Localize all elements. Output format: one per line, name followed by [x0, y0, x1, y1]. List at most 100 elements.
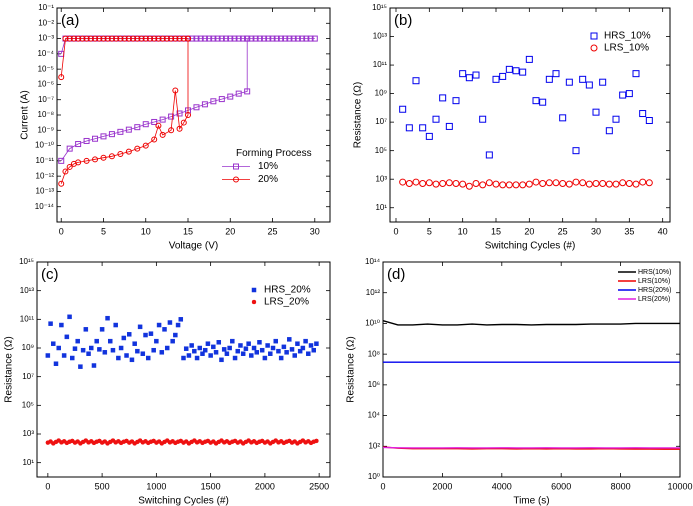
- data-point: [173, 332, 178, 338]
- data-point: [104, 35, 111, 42]
- data-point: [519, 68, 527, 76]
- data-point: [192, 348, 197, 354]
- y-tick-label: 10⁻¹⁴: [35, 202, 55, 211]
- legend-label: LRS(10%): [638, 278, 670, 285]
- y-tick-label: 10⁻¹³: [36, 187, 55, 196]
- data-point: [142, 142, 149, 149]
- data-point: [105, 315, 110, 321]
- data-point: [295, 341, 300, 346]
- data-point: [148, 331, 154, 336]
- data-point: [238, 343, 243, 348]
- legend-marker: [251, 299, 257, 305]
- data-point: [552, 179, 560, 187]
- data-point: [625, 179, 633, 187]
- series-line: [382, 446, 680, 449]
- y-tick-label: 10⁵: [22, 400, 34, 409]
- data-point: [585, 81, 593, 89]
- x-tick-label: 1500: [201, 481, 221, 491]
- y-tick-label: 10¹: [22, 458, 34, 467]
- legend-marker: [251, 287, 257, 293]
- data-point: [108, 338, 113, 344]
- data-point: [167, 320, 173, 325]
- data-point: [78, 364, 83, 369]
- data-point: [151, 347, 156, 353]
- y-tick-label: 10⁻⁸: [38, 110, 55, 119]
- data-point: [459, 70, 467, 78]
- y-tick-label: 10¹¹: [20, 314, 35, 323]
- x-tick-label: 500: [95, 481, 110, 491]
- data-point: [168, 35, 175, 42]
- y-tick-label: 10⁴: [368, 411, 381, 420]
- data-point: [86, 351, 91, 356]
- data-point: [201, 35, 208, 42]
- data-point: [235, 90, 242, 97]
- data-point: [59, 322, 64, 328]
- data-point: [210, 35, 217, 42]
- data-point: [100, 35, 107, 42]
- data-point: [135, 348, 140, 354]
- data-point: [168, 113, 175, 120]
- data-point: [185, 35, 192, 42]
- y-tick-label: 10⁻⁶: [38, 80, 54, 89]
- y-tick-label: 10³: [375, 174, 387, 183]
- x-tick-label: 30: [591, 226, 601, 236]
- data-point: [193, 104, 200, 111]
- x-tick-label: 20: [225, 226, 235, 236]
- data-point: [282, 35, 289, 42]
- legend-label: HRS_20%: [264, 285, 311, 296]
- data-point: [505, 65, 513, 73]
- y-tick-label: 10⁻⁴: [37, 49, 54, 58]
- data-point: [108, 131, 115, 138]
- data-point: [185, 112, 192, 118]
- data-point: [605, 180, 613, 188]
- data-point: [146, 35, 153, 42]
- x-tick-label: 2000: [255, 481, 275, 491]
- data-point: [75, 338, 80, 344]
- data-point: [465, 182, 473, 190]
- data-point: [66, 35, 73, 42]
- data-point: [113, 322, 118, 328]
- data-point: [432, 180, 440, 188]
- data-point: [268, 351, 273, 356]
- legend-label: HRS(10%): [638, 269, 671, 276]
- data-point: [100, 154, 107, 161]
- data-point: [632, 180, 640, 188]
- data-point: [48, 321, 53, 326]
- data-point: [143, 332, 148, 338]
- data-point: [294, 35, 301, 42]
- data-point: [79, 35, 86, 42]
- data-point: [219, 357, 224, 363]
- data-point: [91, 363, 97, 368]
- data-point: [156, 322, 162, 328]
- data-point: [216, 340, 222, 345]
- x-tick-label: 20: [524, 226, 534, 236]
- data-point: [485, 151, 493, 159]
- panel-label: (c): [41, 266, 59, 283]
- data-point: [599, 179, 607, 187]
- data-point: [142, 35, 149, 42]
- data-point: [58, 74, 65, 81]
- data-point: [159, 35, 166, 42]
- data-point: [559, 114, 567, 122]
- data-point: [269, 35, 276, 42]
- x-tick-label: 25: [268, 226, 278, 236]
- data-point: [472, 71, 480, 79]
- data-point: [70, 355, 75, 361]
- data-point: [492, 180, 500, 188]
- data-point: [134, 35, 141, 42]
- data-point: [94, 338, 99, 344]
- data-point: [121, 35, 128, 42]
- data-point: [605, 127, 613, 135]
- data-point: [62, 168, 69, 175]
- data-point: [200, 351, 205, 356]
- data-point: [239, 35, 246, 42]
- data-point: [284, 350, 289, 355]
- data-point: [117, 151, 124, 158]
- data-point: [299, 35, 306, 42]
- y-tick-label: 10⁻¹⁰: [35, 141, 54, 150]
- data-point: [151, 35, 158, 42]
- data-point: [265, 35, 272, 42]
- data-point: [572, 147, 580, 155]
- data-point: [130, 35, 137, 42]
